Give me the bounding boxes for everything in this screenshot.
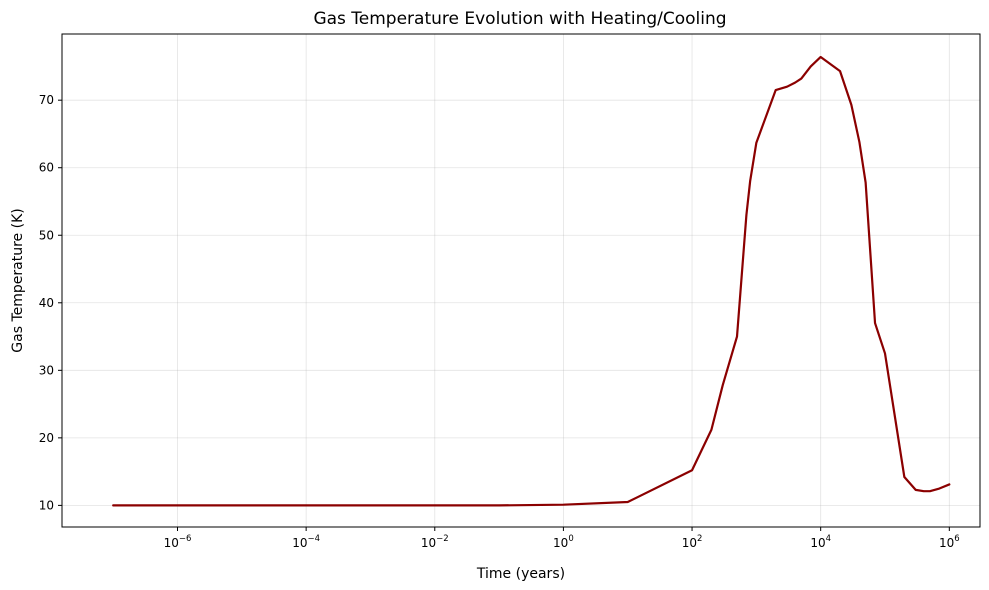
y-tick-label: 50 (39, 228, 54, 242)
chart-title: Gas Temperature Evolution with Heating/C… (313, 9, 726, 29)
x-tick-label: 100 (553, 534, 574, 550)
y-tick-label: 20 (39, 431, 54, 445)
y-tick-label: 40 (39, 296, 54, 310)
y-tick-label: 60 (39, 161, 54, 175)
x-tick-label: 106 (939, 534, 960, 550)
x-tick-label: 104 (810, 534, 831, 550)
grid-layer (62, 34, 980, 527)
x-axis-label: Time (years) (476, 566, 565, 582)
x-tick-label: 10−6 (164, 534, 192, 550)
x-tick-label: 10−4 (292, 534, 320, 550)
x-tick-label: 102 (682, 534, 703, 550)
series-layer (112, 55, 951, 507)
y-tick-label: 70 (39, 93, 54, 107)
y-axis-label: Gas Temperature (K) (10, 208, 26, 352)
x-tick-label: 10−2 (421, 534, 449, 550)
tick-layer: 10−6 10−4 10−2 100 102 104 106 10 20 30 40 50 60 70 (39, 93, 960, 550)
y-tick-label: 30 (39, 363, 54, 377)
series-line (112, 55, 951, 507)
plot-frame (61, 33, 981, 528)
y-tick-label: 10 (39, 498, 54, 512)
